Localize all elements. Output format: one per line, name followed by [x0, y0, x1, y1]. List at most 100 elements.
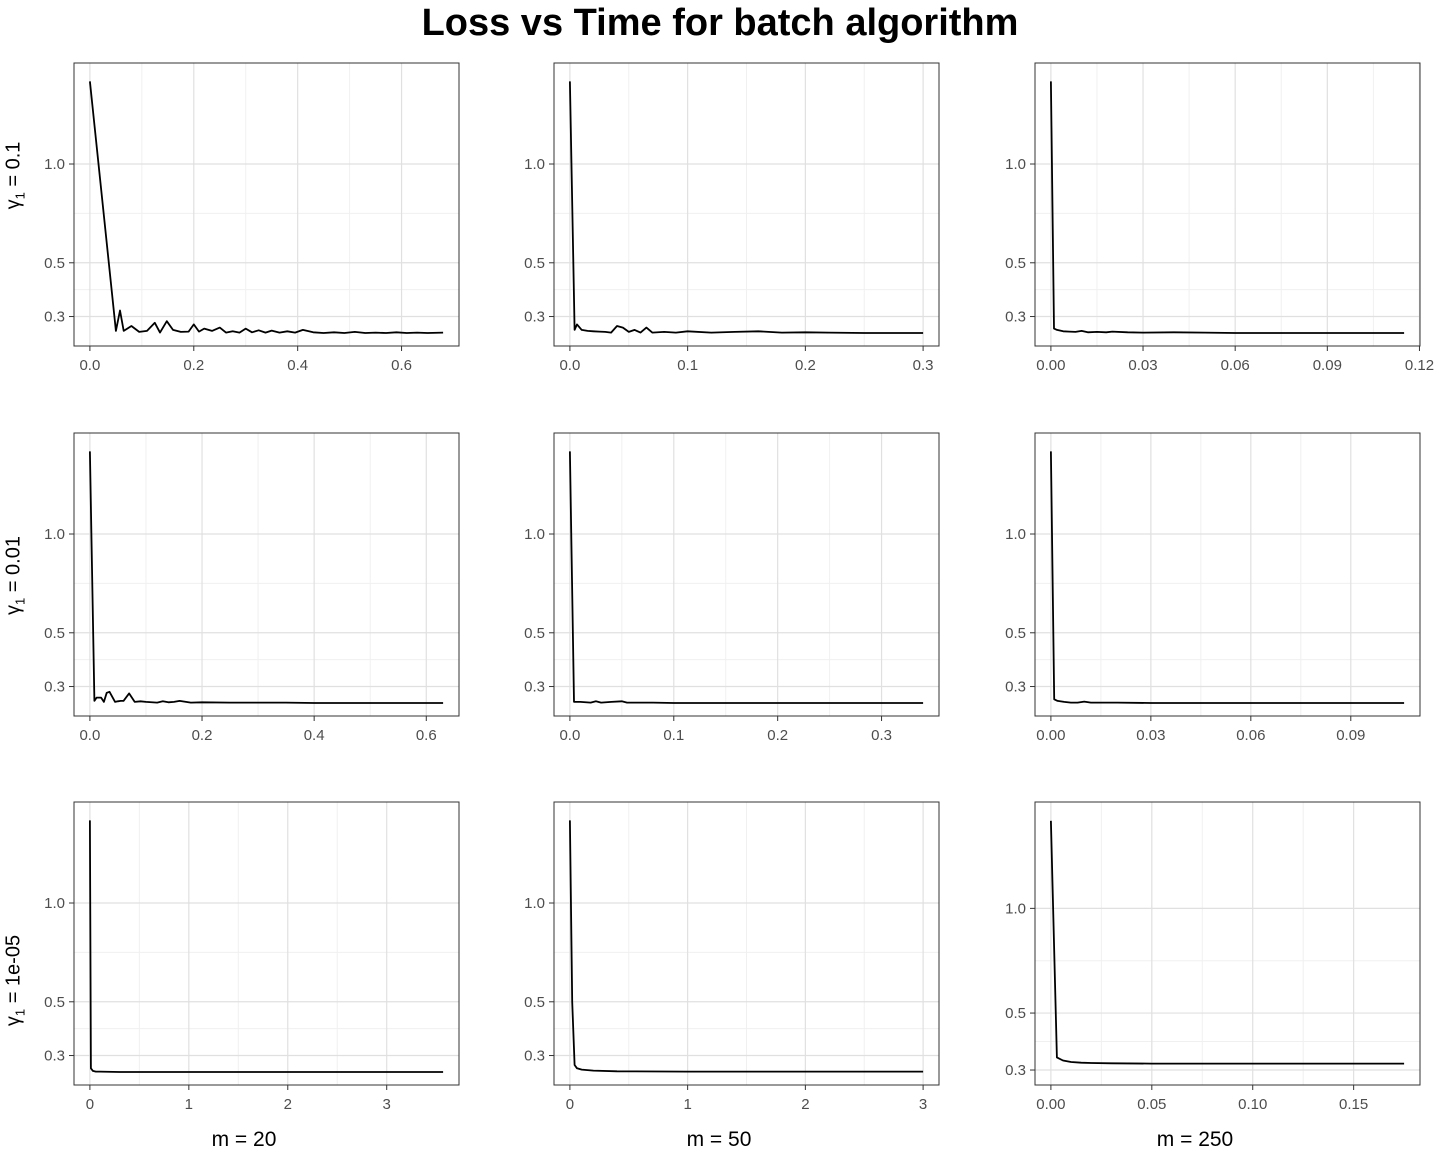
x-tick-label: 0.0	[559, 357, 580, 374]
x-tick-label: 0.1	[677, 357, 698, 374]
loss-line	[1050, 820, 1405, 1065]
panel-2-2: 0.00 0.05 0.10 0.15 0.3 0.5 1.0	[1005, 801, 1421, 1113]
panel-2-1: 0 1 2 3 0.3 0.5 1.0	[524, 801, 940, 1113]
panel-border	[553, 432, 940, 717]
panel-background	[74, 433, 459, 716]
x-tick-label: 0	[86, 1096, 94, 1113]
panel-background	[1035, 433, 1420, 716]
y-tick-label: 0.5	[524, 994, 545, 1011]
y-tick-label: 1.0	[1005, 526, 1026, 543]
panel-border	[553, 801, 940, 1086]
y-tick-label: 1.0	[1005, 900, 1026, 917]
y-tick-label: 0.5	[44, 255, 65, 272]
x-tick-label: 0.09	[1336, 727, 1365, 744]
panel-border	[73, 801, 460, 1086]
row-label-gamma-0-01: γ1 = 0.01	[3, 426, 28, 726]
y-tick-label: 0.5	[1005, 255, 1026, 272]
y-tick-label: 1.0	[524, 895, 545, 912]
y-tick-label: 0.5	[1005, 625, 1026, 642]
x-tick-label: 0.12	[1405, 357, 1434, 374]
y-tick-label: 0.3	[1005, 309, 1026, 326]
x-tick-label: 0.2	[767, 727, 788, 744]
y-tick-label: 1.0	[1005, 156, 1026, 173]
x-tick-label: 0.06	[1221, 357, 1250, 374]
x-tick-label: 1	[185, 1096, 193, 1113]
x-tick-label: 3	[919, 1096, 927, 1113]
loss-line	[569, 820, 924, 1073]
x-tick-label: 0.0	[559, 727, 580, 744]
panel-0-2: 0.00 0.03 0.06 0.09 0.12 0.3 0.5 1.0	[1005, 62, 1434, 374]
x-tick-label: 0.0	[79, 727, 100, 744]
x-tick-label: 0.2	[795, 357, 816, 374]
y-tick-label: 0.3	[524, 1048, 545, 1065]
x-tick-label: 2	[801, 1096, 809, 1113]
y-tick-label: 1.0	[524, 156, 545, 173]
x-tick-label: 0.03	[1128, 357, 1157, 374]
panel-border	[1034, 432, 1421, 717]
y-tick-label: 1.0	[44, 526, 65, 543]
x-tick-label: 0.05	[1137, 1096, 1166, 1113]
x-tick-label: 0.00	[1036, 357, 1065, 374]
panel-background	[1035, 802, 1420, 1085]
column-label-m20: m = 20	[211, 1128, 277, 1151]
x-tick-label: 2	[284, 1096, 292, 1113]
panel-0-1: 0.0 0.1 0.2 0.3 0.3 0.5 1.0	[524, 62, 940, 374]
x-tick-label: 0.1	[663, 727, 684, 744]
x-tick-label: 0.09	[1313, 357, 1342, 374]
row-label-subscript: 1	[12, 192, 28, 200]
x-tick-label: 0.6	[391, 357, 412, 374]
x-tick-label: 0.6	[416, 727, 437, 744]
x-tick-label: 0.15	[1339, 1096, 1368, 1113]
panel-background	[74, 63, 459, 346]
x-tick-label: 0.0	[79, 357, 100, 374]
loss-line	[569, 81, 924, 334]
x-tick-label: 0.3	[913, 357, 934, 374]
row-label-symbol: γ	[2, 199, 25, 210]
y-tick-label: 1.0	[44, 156, 65, 173]
y-tick-label: 1.0	[44, 895, 65, 912]
panel-border	[1034, 62, 1421, 347]
panel-background	[74, 802, 459, 1085]
panel-1-2: 0.00 0.03 0.06 0.09 0.3 0.5 1.0	[1005, 432, 1421, 744]
x-tick-label: 0.2	[192, 727, 213, 744]
loss-line	[89, 451, 444, 704]
x-tick-label: 0.06	[1236, 727, 1265, 744]
y-tick-label: 0.5	[524, 255, 545, 272]
column-label-m250: m = 250	[1156, 1128, 1234, 1151]
row-label-value: = 0.1	[2, 141, 25, 187]
loss-line	[1050, 81, 1405, 334]
loss-line	[1050, 451, 1405, 704]
y-tick-label: 0.3	[1005, 679, 1026, 696]
y-tick-label: 0.5	[44, 625, 65, 642]
panel-border	[73, 62, 460, 347]
y-tick-label: 0.3	[524, 679, 545, 696]
x-tick-label: 0.00	[1036, 727, 1065, 744]
panel-background	[1035, 63, 1420, 346]
y-tick-label: 0.3	[44, 309, 65, 326]
row-label-gamma-1e-05: γ1 = 1e-05	[3, 831, 28, 1131]
panel-border	[73, 432, 460, 717]
panel-1-1: 0.0 0.1 0.2 0.3 0.3 0.5 1.0	[524, 432, 940, 744]
y-tick-label: 0.3	[44, 1048, 65, 1065]
x-tick-label: 0.4	[287, 357, 308, 374]
loss-line	[569, 451, 924, 704]
x-tick-label: 0.3	[871, 727, 892, 744]
row-label-symbol: γ	[2, 1016, 25, 1027]
chart-title: Loss vs Time for batch algorithm	[421, 2, 1019, 44]
row-label-subscript: 1	[12, 597, 28, 605]
row-label-subscript: 1	[12, 1008, 28, 1017]
x-tick-label: 0.4	[304, 727, 325, 744]
panel-background	[554, 433, 939, 716]
x-tick-label: 3	[383, 1096, 391, 1113]
row-label-value: = 1e-05	[2, 934, 25, 1004]
panel-0-0: 0.0 0.2 0.4 0.6 0.3 0.5 1.0	[44, 62, 460, 374]
y-tick-label: 0.3	[1005, 1062, 1026, 1079]
panel-border	[553, 62, 940, 347]
loss-line	[89, 81, 444, 334]
y-tick-label: 0.3	[524, 309, 545, 326]
x-tick-label: 0	[566, 1096, 574, 1113]
row-label-gamma-0-1: γ1 = 0.1	[3, 26, 28, 326]
row-label-symbol: γ	[2, 604, 25, 615]
x-tick-label: 0.2	[183, 357, 204, 374]
